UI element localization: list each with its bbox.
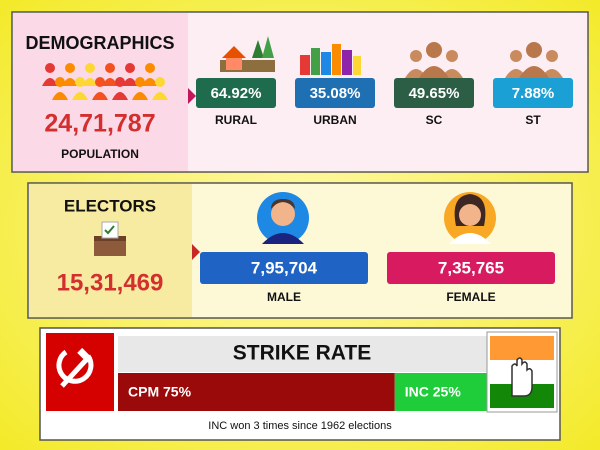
person-head xyxy=(55,77,65,87)
person-body xyxy=(62,78,78,86)
electors-right xyxy=(192,184,571,317)
st-icon xyxy=(505,42,563,78)
population: 24,71,787 xyxy=(44,110,155,138)
person-body xyxy=(92,92,108,100)
strike-title: STRIKE RATE xyxy=(233,342,371,365)
person-head xyxy=(125,63,135,73)
person-body xyxy=(112,92,128,100)
rural-icon xyxy=(220,36,275,72)
stat-box xyxy=(394,78,474,108)
person-body xyxy=(52,92,68,100)
person-body xyxy=(42,78,58,86)
strike-title-band xyxy=(118,336,487,372)
cpm-logo xyxy=(44,331,116,413)
person-head xyxy=(45,63,55,73)
strike-label: INC 25% xyxy=(405,384,462,400)
person-body xyxy=(122,78,138,86)
person-head xyxy=(85,63,95,73)
stat-label: RURAL xyxy=(215,113,257,127)
person-head xyxy=(65,63,75,73)
strike-bar: CPM 75% INC 25% xyxy=(118,373,487,411)
group-value: 7,35,765 xyxy=(438,258,504,277)
demographics-left xyxy=(13,13,188,171)
person-body xyxy=(142,78,158,86)
ballot-icon xyxy=(94,221,126,256)
stat-box xyxy=(196,78,276,108)
arrow xyxy=(188,88,196,104)
stat-box xyxy=(295,78,375,108)
person-head xyxy=(75,77,85,87)
person-head xyxy=(135,77,145,87)
population-label: POPULATION xyxy=(61,147,139,161)
stat-value: 7.88% xyxy=(512,85,555,102)
male-avatar xyxy=(257,192,309,244)
stat-value: 35.08% xyxy=(310,85,361,102)
group-box xyxy=(200,252,368,284)
inc-logo xyxy=(486,331,558,413)
strike-label: CPM 75% xyxy=(128,384,192,400)
elector-groups: 7,95,704 MALE 7,35,765 FEMALE xyxy=(200,252,555,304)
sc-icon xyxy=(405,42,463,78)
person-body xyxy=(102,78,118,86)
person-head xyxy=(115,77,125,87)
person-head xyxy=(145,63,155,73)
female-avatar xyxy=(444,192,496,244)
population-icon xyxy=(42,63,168,100)
person-body xyxy=(82,78,98,86)
demographic-stats: 64.92% RURAL 35.08% URBAN 49.65% SC 7.88% ST xyxy=(196,78,573,127)
group-label: MALE xyxy=(267,290,301,304)
group-box xyxy=(387,252,555,284)
stat-value: 49.65% xyxy=(409,85,460,102)
person-head xyxy=(155,77,165,87)
stat-label: ST xyxy=(525,113,541,127)
person-body xyxy=(132,92,148,100)
strike-segment xyxy=(118,373,395,411)
person-head xyxy=(95,77,105,87)
person-head xyxy=(105,63,115,73)
person-body xyxy=(152,92,168,100)
electors-total: 15,31,469 xyxy=(57,269,164,296)
stat-label: URBAN xyxy=(313,113,356,127)
group-label: FEMALE xyxy=(446,290,495,304)
arrow xyxy=(192,244,200,260)
urban-icon xyxy=(300,44,361,75)
stat-value: 64.92% xyxy=(211,85,262,102)
demographics-title: DEMOGRAPHICS xyxy=(25,33,174,53)
stat-label: SC xyxy=(426,113,443,127)
stat-box xyxy=(493,78,573,108)
person-body xyxy=(72,92,88,100)
strike-segment xyxy=(394,373,487,411)
electors-title: ELECTORS xyxy=(64,196,156,215)
group-value: 7,95,704 xyxy=(251,258,318,277)
strike-note: INC won 3 times since 1962 elections xyxy=(208,420,392,432)
